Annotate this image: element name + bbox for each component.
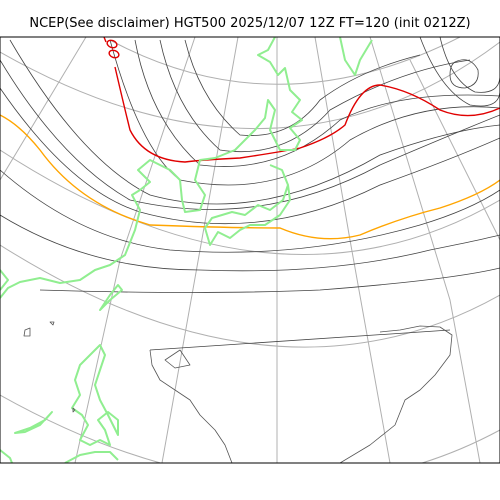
coastline-green <box>0 37 373 463</box>
coastline-segment <box>64 451 119 463</box>
contour-line <box>419 37 500 107</box>
contour-line <box>184 39 421 136</box>
contour-label-glyph <box>106 39 118 49</box>
chart-title: NCEP(See disclaimer) HGT500 2025/12/07 1… <box>29 16 471 31</box>
contour-line <box>159 39 471 153</box>
coastline-segment <box>0 37 303 299</box>
coastline-segment <box>0 269 9 291</box>
meridian-line <box>161 37 239 463</box>
contour-line <box>0 214 500 272</box>
coastline-segment <box>23 327 31 337</box>
contour-label-glyph <box>103 37 107 43</box>
coastline-segment <box>339 325 453 463</box>
contour-label-glyph <box>108 49 120 59</box>
coastline-dark <box>23 321 453 463</box>
parallel-line <box>0 41 500 129</box>
meridian-line <box>0 37 87 181</box>
parallel-line <box>0 244 500 348</box>
contour-5400 <box>0 114 500 240</box>
contour-line <box>134 39 500 167</box>
coastline-segment <box>0 449 13 463</box>
height-contours <box>0 37 500 351</box>
contour-line <box>0 87 500 225</box>
parallel-line <box>109 37 461 85</box>
contour-5700 <box>114 66 500 163</box>
contour-line <box>439 37 500 93</box>
meridian-line <box>314 37 391 463</box>
coastline-segment <box>164 349 191 369</box>
coastline-segment <box>204 164 291 246</box>
parallel-line <box>0 149 500 256</box>
contour-5100-label <box>103 37 120 59</box>
coastline-segment <box>99 284 123 311</box>
graticule-meridians <box>0 37 500 463</box>
contour-closed <box>449 59 479 89</box>
graticule-parallels <box>0 37 500 463</box>
map-frame <box>0 36 500 464</box>
contour-line <box>0 169 500 253</box>
coastline-segment <box>71 344 119 446</box>
parallel-line <box>0 394 500 463</box>
coastline-segment <box>339 37 373 76</box>
meridian-line <box>369 37 481 463</box>
contour-line <box>109 39 500 186</box>
coastline-segment <box>149 349 233 463</box>
meridian-line <box>409 59 500 241</box>
contour-line <box>149 329 451 351</box>
contour-line <box>39 267 500 293</box>
coastline-segment <box>72 407 76 413</box>
coastline-segment <box>49 321 55 326</box>
contour-line <box>0 59 500 210</box>
contour-line <box>9 39 500 205</box>
meridian-line <box>74 37 196 463</box>
coastline-segment <box>14 411 53 434</box>
